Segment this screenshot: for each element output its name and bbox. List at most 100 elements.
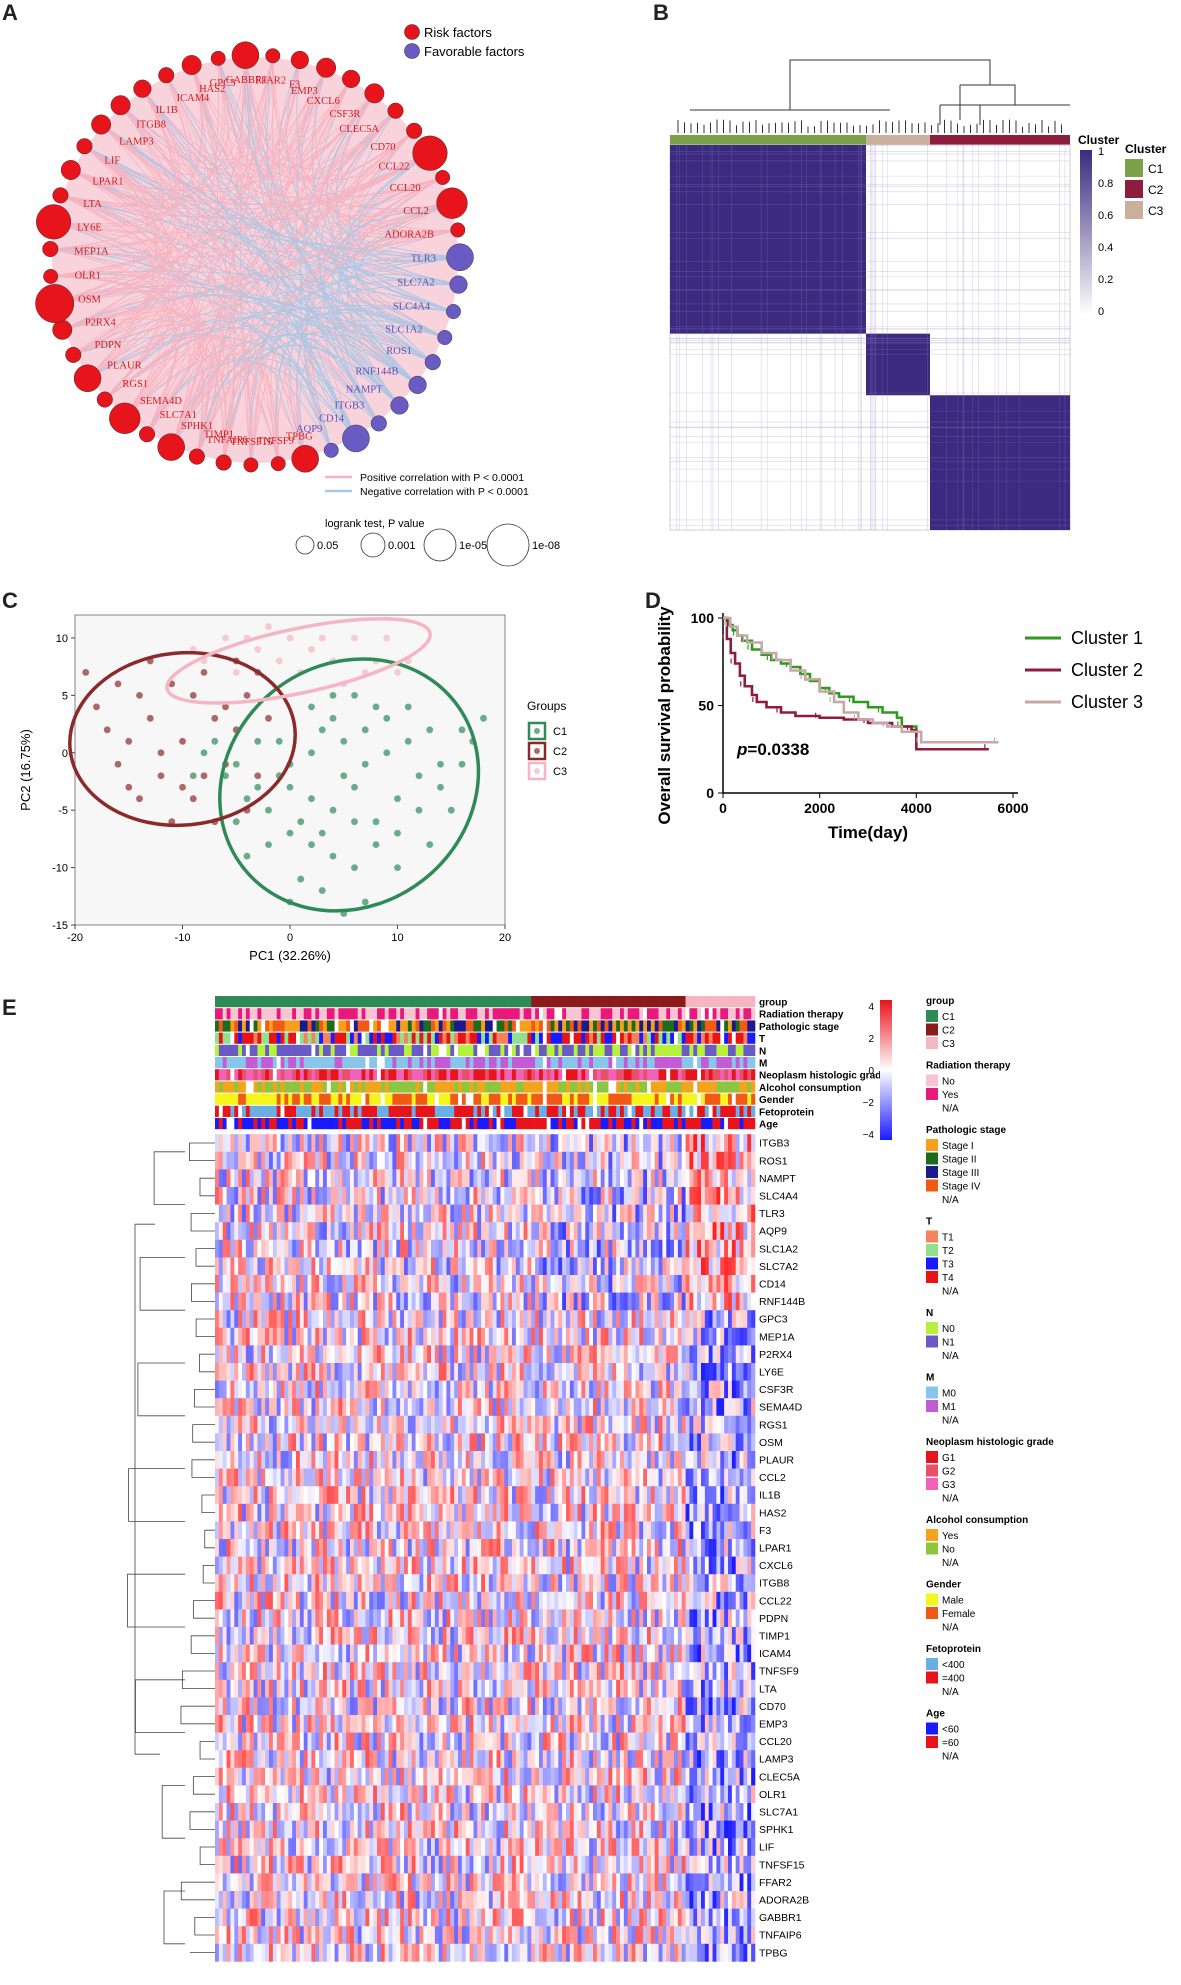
annotation-cell [716,1032,721,1044]
heatmap-cell [500,1433,505,1452]
heatmap-cell [535,1151,540,1170]
annotation-cell [554,1105,559,1117]
scatter-point [254,783,262,791]
heatmap-cell [743,1169,748,1188]
annotation-cell [303,1057,308,1069]
heatmap-cell [554,1275,559,1293]
heatmap-cell [431,1433,436,1452]
negative-edge [60,194,380,424]
annotation-cell [612,1069,617,1081]
annotation-cell [415,1020,420,1032]
annotation-cell [527,996,532,1008]
heatmap-cell [323,1327,328,1346]
heatmap-cell [272,1222,278,1241]
heatmap-cell [728,1275,733,1293]
heatmap-cell [442,1415,447,1434]
annotation-cell [504,1032,509,1044]
heatmap-cell [473,1327,478,1346]
heatmap-cell [253,1310,258,1329]
heatmap-cell [485,1239,490,1258]
heatmap-cell [716,1275,721,1293]
annotation-cell [353,1057,359,1069]
heatmap-cell [585,1275,590,1293]
scatter-point [404,737,412,745]
annotation-cell [647,1044,652,1056]
annotation-cell [701,1008,706,1020]
heatmap-cell [573,1415,578,1434]
heatmap-cell [697,1134,702,1153]
heatmap-cell [296,1239,301,1258]
heatmap-cell [701,1363,706,1381]
heatmap-cell [415,1345,420,1364]
gene-node-label: GABBR1 [226,75,267,86]
heatmap-cell [527,1415,532,1434]
heatmap-cell [261,1275,266,1293]
heatmap-cell [647,1310,652,1329]
gene-node-label: ROS1 [386,346,412,357]
heatmap-cell [523,1380,528,1399]
annotation-cell [600,1069,605,1081]
scatter-point [211,737,219,745]
annotation-cell [357,1020,362,1032]
annotation-cell [519,996,524,1008]
annotation-cell [523,1105,528,1117]
heatmap-cell [535,1327,540,1346]
heatmap-cell [438,1169,443,1188]
annotation-cell [450,1118,455,1130]
annotation-cell [639,1008,644,1020]
annotation-cell [253,1081,258,1093]
heatmap-cell [338,1415,343,1434]
heatmap-cell [635,1380,640,1399]
dendro-branch [789,59,991,110]
heatmap-cell [674,1380,679,1399]
heatmap-cell [539,1169,544,1188]
heatmap-cell [407,1151,413,1170]
heatmap-cell [562,1204,567,1223]
annotation-cell [623,1044,629,1056]
annotation-cell [488,1032,494,1044]
heatmap-cell [373,1151,378,1170]
survival-curve [723,616,999,744]
heatmap-cell [647,1204,652,1223]
annotation-cell [222,996,227,1008]
heatmap-cell [519,1398,524,1417]
annotation-cell [419,1081,424,1093]
heatmap-cell [373,1380,378,1399]
heatmap-cell [338,1292,343,1311]
annotation-cell [747,1081,752,1093]
heatmap-cell [635,1398,640,1417]
heatmap-cell [674,1257,679,1276]
heatmap-cell [353,1310,359,1329]
heatmap-cell [643,1151,648,1170]
scatter-point [232,818,240,826]
heatmap-cell [566,1222,571,1241]
heatmap-cell [631,1222,636,1241]
heatmap-cell [604,1398,609,1417]
scale-tick: 0.4 [1098,242,1113,254]
annotation-cell [261,1118,266,1130]
annotation-cell [515,1057,521,1069]
heatmap-cell [431,1151,436,1170]
annotation-cell [689,1032,694,1044]
heatmap-cell [215,1187,220,1205]
heatmap-cell [346,1398,351,1417]
heatmap-cell [573,1345,578,1364]
annotation-cell [303,1008,308,1020]
annotation-cell [639,1020,644,1032]
annotation-cell [566,1044,571,1056]
heatmap-cell [593,1345,598,1364]
annotation-cell [500,1057,505,1069]
heatmap-cell [674,1363,679,1381]
positive-edge [87,336,279,464]
heatmap-cell [384,1363,389,1381]
heatmap-cell [384,1433,389,1452]
annotation-cell [504,996,509,1008]
annotation-cell [558,1044,563,1056]
scatter-point [351,864,358,871]
heatmap-cell [215,1345,220,1364]
heatmap-cell [215,1310,220,1329]
heatmap-cell [731,1327,737,1346]
heatmap-cell [311,1151,316,1170]
heatmap-cell [512,1433,517,1452]
scatter-point [286,783,294,791]
